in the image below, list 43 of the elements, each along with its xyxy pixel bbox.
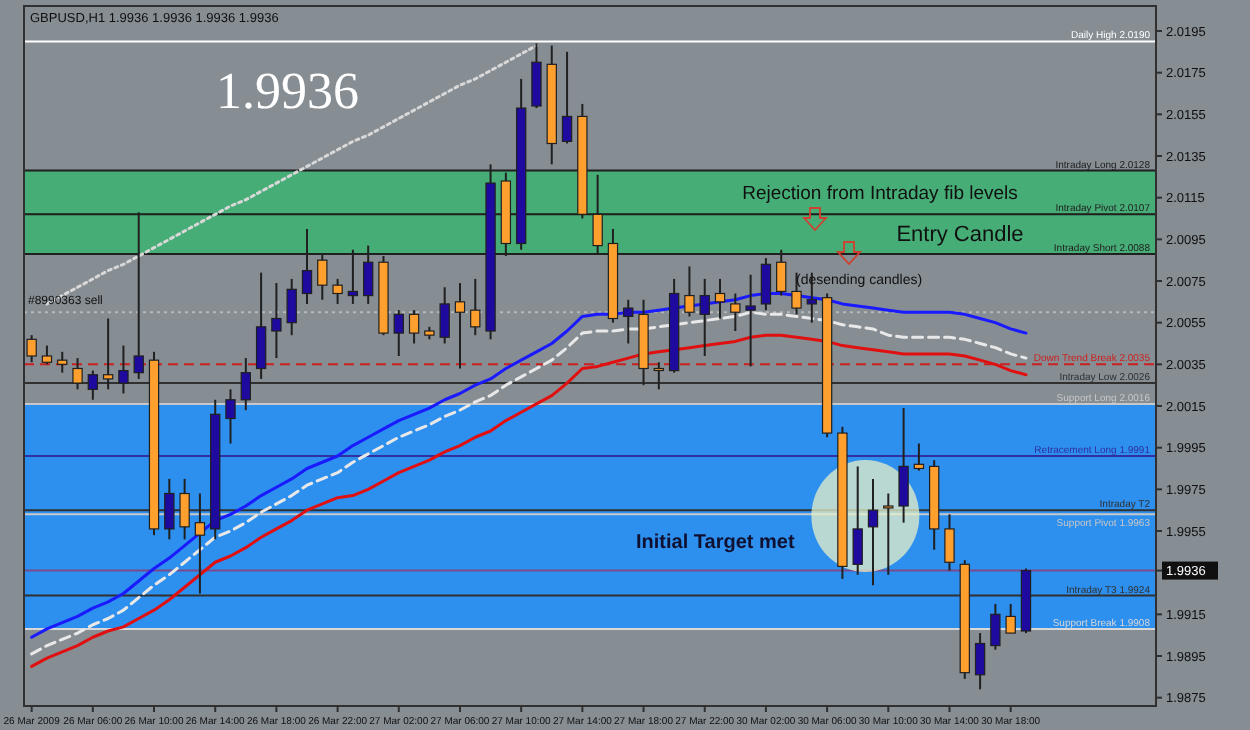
candlestick (72, 357, 83, 391)
candlestick (944, 513, 955, 572)
candlestick (913, 442, 925, 472)
candlestick (271, 282, 282, 360)
candlestick (852, 465, 863, 576)
candlestick (26, 334, 37, 364)
candlestick (714, 277, 726, 320)
candlestick (1005, 602, 1016, 635)
candlestick (684, 265, 695, 318)
annotation: Initial Target met (636, 532, 796, 554)
candlestick (653, 361, 665, 391)
candlestick (745, 273, 756, 368)
candlestick (408, 309, 420, 345)
candlestick (179, 477, 190, 541)
candlestick (240, 357, 251, 412)
candlestick (561, 50, 573, 145)
candlestick (974, 632, 986, 691)
candlestick (898, 407, 909, 524)
candlestick (286, 277, 297, 337)
annotation: 1.9936 (216, 62, 359, 120)
candlestick (531, 42, 542, 110)
candlestick (883, 492, 894, 576)
candlestick (454, 282, 466, 370)
candlestick (41, 344, 53, 366)
candlestick (255, 271, 267, 380)
band-label: Entry Candle (896, 223, 1024, 248)
candlestick (102, 317, 114, 391)
candlestick (730, 292, 741, 332)
band-label: Rejection from Intraday fib levels (742, 183, 1019, 206)
candlestick (164, 477, 175, 541)
candlestick (225, 388, 236, 445)
candlestick (470, 277, 481, 337)
candlestick (87, 369, 99, 401)
candlestick (439, 286, 450, 345)
candlestick (194, 492, 206, 595)
candlestick (867, 477, 879, 587)
candlestick (699, 277, 710, 357)
candlestick (623, 298, 634, 345)
candlestick (990, 602, 1001, 651)
candlestick (57, 350, 68, 374)
candlestick (332, 277, 343, 305)
candlestick (393, 309, 404, 357)
candlestick (118, 344, 129, 395)
